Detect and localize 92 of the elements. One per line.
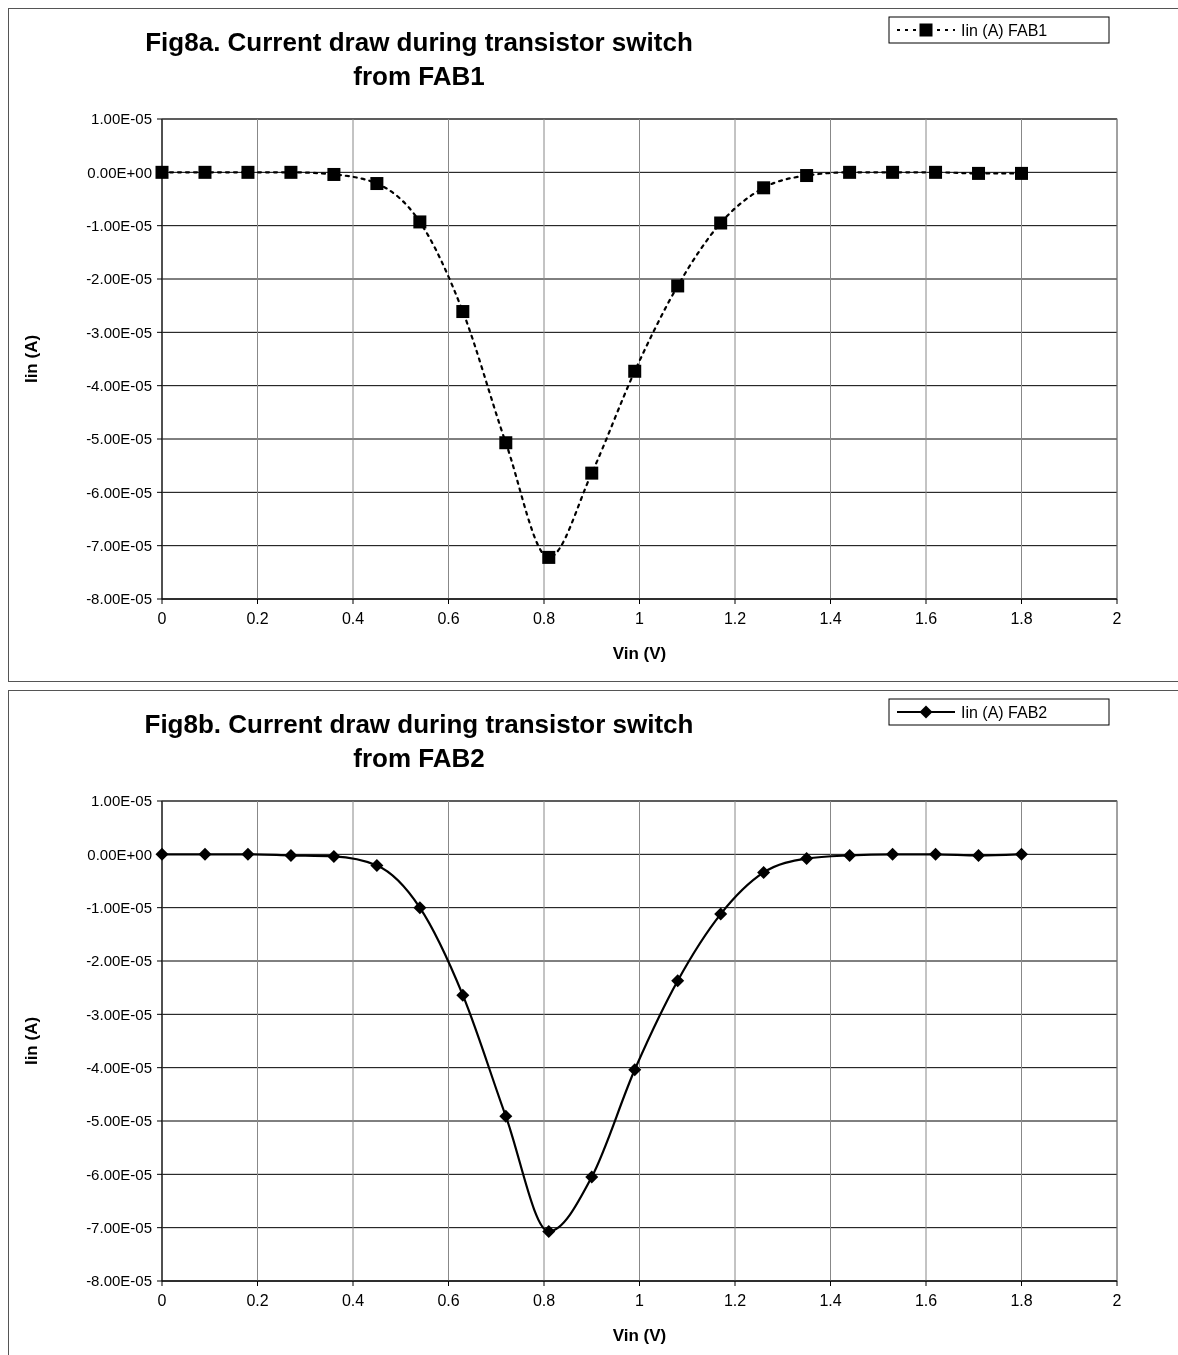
y-axis-title: Iin (A) [22, 1016, 41, 1066]
point [843, 165, 857, 179]
x-tick-label: 1.6 [914, 1292, 938, 1309]
point [800, 852, 814, 866]
point [972, 166, 986, 180]
point [456, 988, 470, 1002]
y-tick-label: -2.00E-05 [86, 952, 152, 970]
x-tick-label: 1.2 [723, 1292, 747, 1309]
x-tick-label: 0.4 [341, 1292, 365, 1309]
chart-title: Fig8b. Current draw during transistor switch from FAB2 [144, 709, 694, 773]
point [198, 847, 212, 861]
y-tick-label: -6.00E-05 [86, 483, 152, 501]
legend-label: Iin (A) FAB1 [961, 21, 1048, 39]
y-tick-label: -4.00E-05 [86, 376, 152, 394]
point [456, 305, 470, 319]
point [757, 865, 771, 879]
x-tick-label: 0 [157, 1292, 167, 1309]
x-tick-label: 0.8 [532, 1292, 556, 1309]
point [284, 848, 298, 862]
point [585, 1170, 599, 1184]
x-tick-label: 2 [1112, 610, 1122, 627]
x-tick-label: 0.2 [246, 1292, 269, 1309]
point [327, 167, 341, 181]
point [1015, 847, 1028, 861]
x-tick-label: 0.8 [532, 610, 556, 627]
point [155, 847, 169, 861]
point [241, 165, 255, 179]
point [671, 974, 685, 988]
point [843, 848, 857, 862]
point [1015, 166, 1028, 180]
y-tick-label: 1.00E-05 [91, 792, 152, 810]
point [241, 847, 255, 861]
point [155, 165, 169, 179]
y-tick-label: -1.00E-05 [86, 898, 152, 916]
point [370, 859, 384, 873]
y-tick-label: -7.00E-05 [86, 1218, 152, 1236]
y-tick-label: -1.00E-05 [86, 216, 152, 234]
x-tick-label: 1.8 [1010, 1292, 1033, 1309]
y-tick-label: -5.00E-05 [86, 430, 152, 448]
point [628, 1063, 642, 1077]
y-tick-label: -4.00E-05 [86, 1058, 152, 1076]
y-tick-label: -8.00E-05 [86, 1272, 152, 1290]
point [757, 181, 771, 195]
y-tick-label: 0.00E+00 [87, 163, 152, 181]
legend-label: Iin (A) FAB2 [961, 703, 1048, 721]
point [284, 165, 298, 179]
point [929, 165, 943, 179]
x-tick-label: 0.4 [341, 610, 365, 627]
point [499, 436, 513, 450]
y-tick-label: -8.00E-05 [86, 590, 152, 608]
y-tick-label: -7.00E-05 [86, 536, 152, 554]
point [929, 847, 943, 861]
point [800, 169, 814, 183]
x-axis-title: Vin (V) [612, 1326, 667, 1345]
point [714, 907, 728, 921]
point [198, 165, 212, 179]
x-tick-label: 1.2 [723, 610, 747, 627]
point [542, 1224, 556, 1238]
point [628, 364, 642, 378]
y-tick-label: -6.00E-05 [86, 1165, 152, 1183]
x-tick-label: 1.8 [1010, 610, 1033, 627]
x-tick-label: 0.2 [246, 610, 269, 627]
y-tick-label: 1.00E-05 [91, 110, 152, 128]
y-tick-label: -3.00E-05 [86, 323, 152, 341]
point [413, 215, 427, 229]
x-tick-label: 1.6 [914, 610, 938, 627]
chart-title: Fig8a. Current draw during transistor switch from FAB1 [145, 27, 693, 91]
point [671, 279, 685, 293]
point [886, 165, 900, 179]
point [714, 216, 728, 230]
point [886, 847, 900, 861]
x-axis-title: Vin (V) [612, 644, 667, 663]
y-tick-label: -3.00E-05 [86, 1005, 152, 1023]
y-axis-title: Iin (A) [22, 334, 41, 384]
x-tick-label: 0.6 [437, 1292, 460, 1309]
point [499, 1109, 513, 1123]
point [585, 466, 599, 480]
point [972, 848, 986, 862]
y-tick-label: 0.00E+00 [87, 845, 152, 863]
x-tick-label: 0.6 [437, 610, 460, 627]
point [413, 901, 427, 915]
y-tick-label: -2.00E-05 [86, 270, 152, 288]
point [542, 550, 556, 564]
x-tick-label: 1 [635, 610, 645, 627]
x-tick-label: 1.4 [819, 610, 842, 627]
x-tick-label: 0 [157, 610, 167, 627]
x-tick-label: 1 [635, 1292, 645, 1309]
x-tick-label: 2 [1112, 1292, 1122, 1309]
point [327, 849, 341, 863]
y-tick-label: -5.00E-05 [86, 1112, 152, 1130]
point [370, 177, 384, 191]
x-tick-label: 1.4 [819, 1292, 842, 1309]
